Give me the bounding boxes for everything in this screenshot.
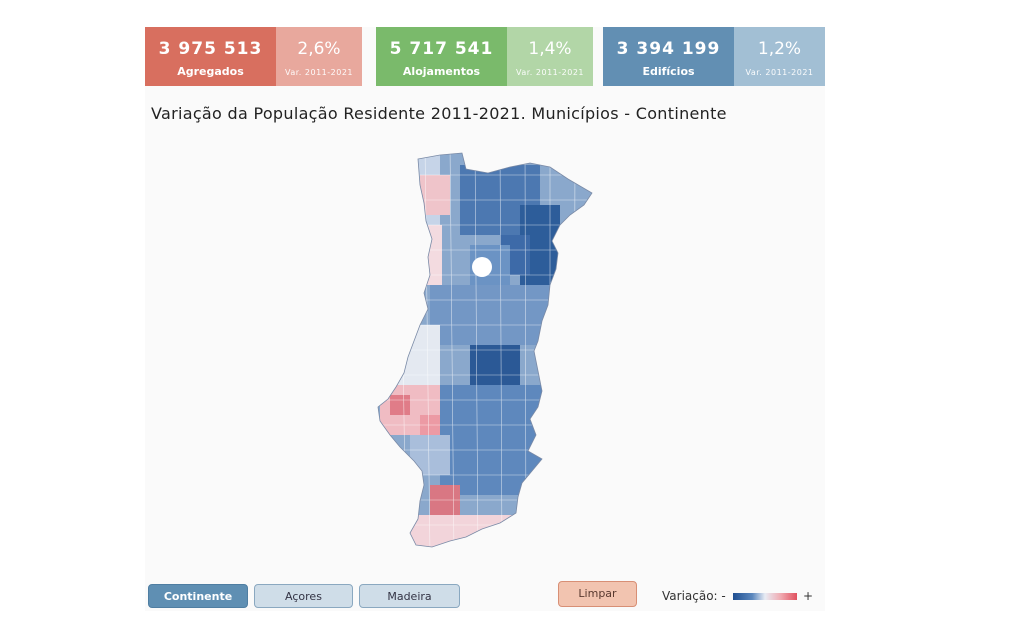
kpi-agregados-var-label: Var. 2011-2021 <box>285 68 353 77</box>
kpi-edificios-label: Edifícios <box>642 65 695 78</box>
country-outline <box>377 152 593 548</box>
kpi-edificios-var-label: Var. 2011-2021 <box>745 68 814 77</box>
kpi-edificios-variation: 1,2% Var. 2011-2021 <box>734 27 825 86</box>
kpi-alojamentos-pct: 1,4% <box>528 39 572 59</box>
kpi-alojamentos-value: 5 717 541 <box>389 39 494 59</box>
kpi-agregados: 3 975 513 Agregados <box>145 27 276 86</box>
portugal-municipalities-map[interactable] <box>370 145 610 555</box>
kpi-edificios-value: 3 394 199 <box>616 39 721 59</box>
kpi-agregados-value: 3 975 513 <box>158 39 263 59</box>
kpi-edificios-pct: 1,2% <box>757 39 802 59</box>
region-button-madeira[interactable]: Madeira <box>359 584 460 608</box>
legend-gradient <box>733 593 797 600</box>
kpi-agregados-label: Agregados <box>177 65 244 78</box>
kpi-agregados-pct: 2,6% <box>297 39 341 59</box>
kpi-alojamentos: 5 717 541 Alojamentos <box>376 27 507 86</box>
kpi-agregados-variation: 2,6% Var. 2011-2021 <box>276 27 362 86</box>
kpi-alojamentos-variation: 1,4% Var. 2011-2021 <box>507 27 593 86</box>
kpi-row: 3 975 513 Agregados 2,6% Var. 2011-2021 … <box>145 27 825 86</box>
legend-label: Variação: - <box>662 589 726 603</box>
kpi-edificios: 3 394 199 Edifícios <box>603 27 734 86</box>
clear-button[interactable]: Limpar <box>558 581 637 607</box>
region-button-continente[interactable]: Continente <box>148 584 248 608</box>
map-title: Variação da População Residente 2011-202… <box>151 104 727 123</box>
region-button-acores[interactable]: Açores <box>254 584 353 608</box>
legend-plus: + <box>803 589 814 603</box>
kpi-alojamentos-var-label: Var. 2011-2021 <box>516 68 584 77</box>
kpi-alojamentos-label: Alojamentos <box>402 65 481 78</box>
